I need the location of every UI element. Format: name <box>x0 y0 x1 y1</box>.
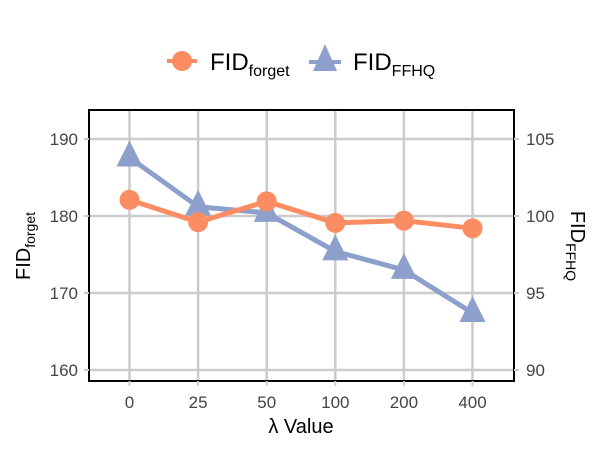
circle-marker-icon <box>393 210 414 231</box>
series-line <box>128 197 473 231</box>
left-tick-label: 180 <box>50 207 78 226</box>
series-forget <box>119 189 483 239</box>
data-series <box>116 140 486 323</box>
grid-lines <box>89 110 514 381</box>
circle-marker-icon <box>119 189 140 210</box>
triangle-marker-icon <box>313 44 337 71</box>
right-axis-label: FIDFFHQ <box>563 211 588 281</box>
right-axis-label-base: FID <box>566 211 588 243</box>
svg-text:FIDFFHQ: FIDFFHQ <box>563 211 588 281</box>
series-ffhq <box>116 140 486 323</box>
x-tick-label: 200 <box>390 393 418 412</box>
x-tick-label: 50 <box>257 393 276 412</box>
plot-frame <box>88 109 515 382</box>
left-axis-label: FIDforget <box>13 212 38 280</box>
series-line <box>128 155 474 316</box>
svg-text:FIDforget: FIDforget <box>210 49 290 80</box>
legend-item-forget: FIDforget <box>167 49 290 80</box>
legend-label-forget-sub: forget <box>249 63 290 80</box>
left-tick-label: 160 <box>50 361 78 380</box>
triangle-marker-icon <box>185 189 212 216</box>
circle-marker-icon <box>188 212 209 233</box>
circle-marker-icon <box>172 51 192 71</box>
x-tick-label: 0 <box>125 393 134 412</box>
legend-label-forget-base: FID <box>210 49 249 76</box>
svg-text:FIDFFHQ: FIDFFHQ <box>353 49 435 80</box>
left-axis-ticks: 160 170 180 190 <box>50 130 89 380</box>
x-tick-label: 25 <box>189 393 208 412</box>
svg-text:FIDforget: FIDforget <box>13 212 38 280</box>
x-tick-label: 100 <box>321 393 349 412</box>
left-tick-label: 170 <box>50 284 78 303</box>
x-axis-ticks: 0 25 50 100 200 400 <box>125 381 487 412</box>
triangle-marker-icon <box>459 296 486 323</box>
x-tick-label: 400 <box>458 393 486 412</box>
right-tick-label: 105 <box>526 130 554 149</box>
right-axis-ticks: 90 95 100 105 <box>514 130 554 380</box>
x-axis-label: λ Value <box>268 416 333 438</box>
circle-marker-icon <box>325 212 346 233</box>
circle-marker-icon <box>462 218 483 239</box>
legend-item-ffhq: FIDFFHQ <box>309 44 435 80</box>
legend-label-ffhq-sub: FFHQ <box>392 63 436 80</box>
legend: FIDforget FIDFFHQ <box>167 44 435 80</box>
legend-label-ffhq-base: FID <box>353 49 392 76</box>
right-tick-label: 95 <box>526 284 545 303</box>
right-tick-label: 100 <box>526 207 554 226</box>
left-axis-label-base: FID <box>13 248 35 280</box>
triangle-marker-icon <box>390 252 417 279</box>
left-tick-label: 190 <box>50 130 78 149</box>
triangle-marker-icon <box>322 234 349 261</box>
triangle-marker-icon <box>116 140 143 167</box>
left-axis-label-sub: forget <box>22 212 38 248</box>
right-tick-label: 90 <box>526 361 545 380</box>
right-axis-label-sub: FFHQ <box>563 243 579 281</box>
circle-marker-icon <box>256 191 277 212</box>
